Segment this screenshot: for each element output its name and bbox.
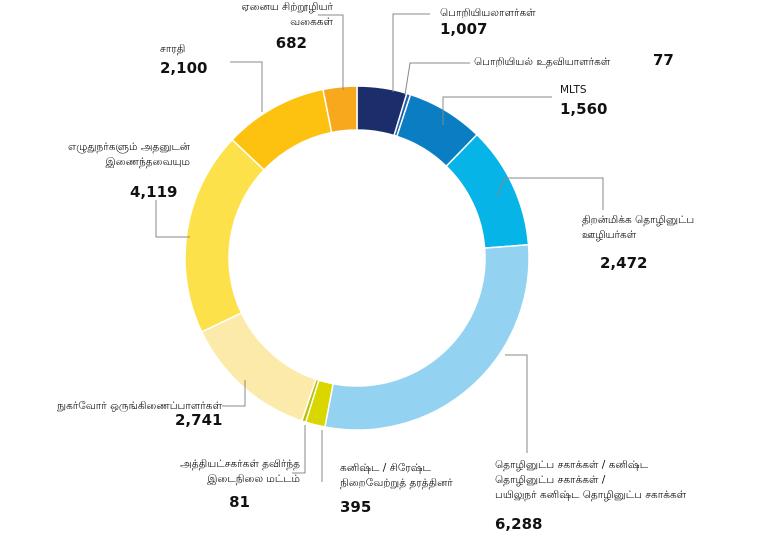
- leader-line: [318, 14, 344, 90]
- leader-line: [442, 96, 552, 125]
- leader-line: [230, 61, 263, 112]
- leader-line: [292, 425, 306, 474]
- donut-segment: [324, 243, 530, 431]
- category-label: அத்தியட்சகர்கள் தவிர்ந்த இடைநிலை மட்டம்: [180, 458, 300, 485]
- value-label: 2,472: [600, 254, 648, 272]
- leader-line: [222, 380, 246, 407]
- value-label: 1,560: [560, 100, 608, 118]
- category-label: MLTS: [560, 84, 587, 96]
- leader-line: [155, 200, 190, 238]
- value-label: 81: [229, 493, 250, 511]
- category-label: திறன்மிக்க தொழினுட்ப ஊழியர்கள்: [582, 214, 695, 241]
- category-label: சாரதி: [160, 43, 186, 55]
- value-label: 77: [653, 51, 674, 69]
- category-label: பொறியியல் உதவியாளர்கள்: [474, 56, 611, 68]
- value-label: 4,119: [130, 183, 178, 201]
- leader-line: [404, 62, 470, 96]
- leader-line: [505, 354, 528, 453]
- category-label: நுகர்வோர் ஒருங்கிணைப்பாளர்கள்: [57, 400, 222, 412]
- donut-segment: [184, 138, 266, 333]
- category-label: ஏனைய சிற்றூழியர் வகைகள்: [241, 1, 333, 28]
- leader-line: [392, 13, 430, 92]
- category-label: பொறியியலாளர்கள்: [440, 7, 536, 19]
- leader-line: [496, 177, 604, 210]
- category-label: தொழினுட்ப சகாக்கள் / கனிஷ்ட தொழினுட்ப சக…: [495, 459, 687, 501]
- value-label: 395: [340, 498, 372, 516]
- value-label: 2,741: [175, 411, 223, 429]
- value-label: 682: [275, 34, 307, 52]
- value-label: 1,007: [440, 20, 488, 38]
- donut-segment: [322, 85, 358, 134]
- value-label: 2,100: [160, 59, 208, 77]
- category-label: எழுதுநர்களும் அதனுடன் இணைந்தவையும: [67, 141, 190, 168]
- category-label: கனிஷ்ட / சிரேஷ்ட நிறைவேற்றுத் தரத்தினர்: [340, 462, 453, 489]
- value-label: 6,288: [495, 515, 543, 533]
